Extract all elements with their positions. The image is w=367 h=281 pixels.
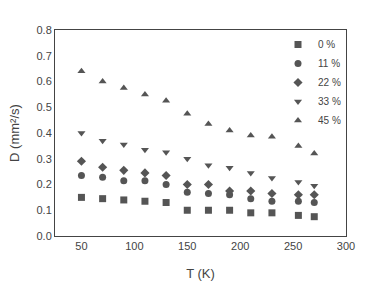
svg-text:45 %: 45 % — [318, 115, 341, 126]
svg-text:0.6: 0.6 — [37, 75, 52, 87]
svg-text:0.2: 0.2 — [37, 178, 52, 190]
svg-text:11 %: 11 % — [318, 58, 340, 69]
svg-text:50: 50 — [75, 240, 87, 252]
svg-text:0.4: 0.4 — [37, 127, 52, 139]
svg-text:0.7: 0.7 — [37, 50, 52, 62]
svg-text:300: 300 — [337, 240, 355, 252]
svg-text:100: 100 — [125, 240, 143, 252]
svg-text:0.1: 0.1 — [37, 204, 52, 216]
svg-text:0.3: 0.3 — [37, 153, 52, 165]
svg-text:T (K): T (K) — [186, 266, 215, 281]
svg-text:150: 150 — [178, 240, 196, 252]
svg-text:0.8: 0.8 — [37, 24, 52, 36]
svg-text:0 %: 0 % — [318, 39, 335, 50]
svg-text:22 %: 22 % — [318, 77, 341, 88]
svg-text:33 %: 33 % — [318, 96, 341, 107]
svg-text:250: 250 — [284, 240, 302, 252]
svg-text:200: 200 — [231, 240, 249, 252]
svg-text:0.0: 0.0 — [37, 230, 52, 242]
svg-text:0.5: 0.5 — [37, 101, 52, 113]
svg-text:D (mm²/s): D (mm²/s) — [7, 104, 22, 162]
